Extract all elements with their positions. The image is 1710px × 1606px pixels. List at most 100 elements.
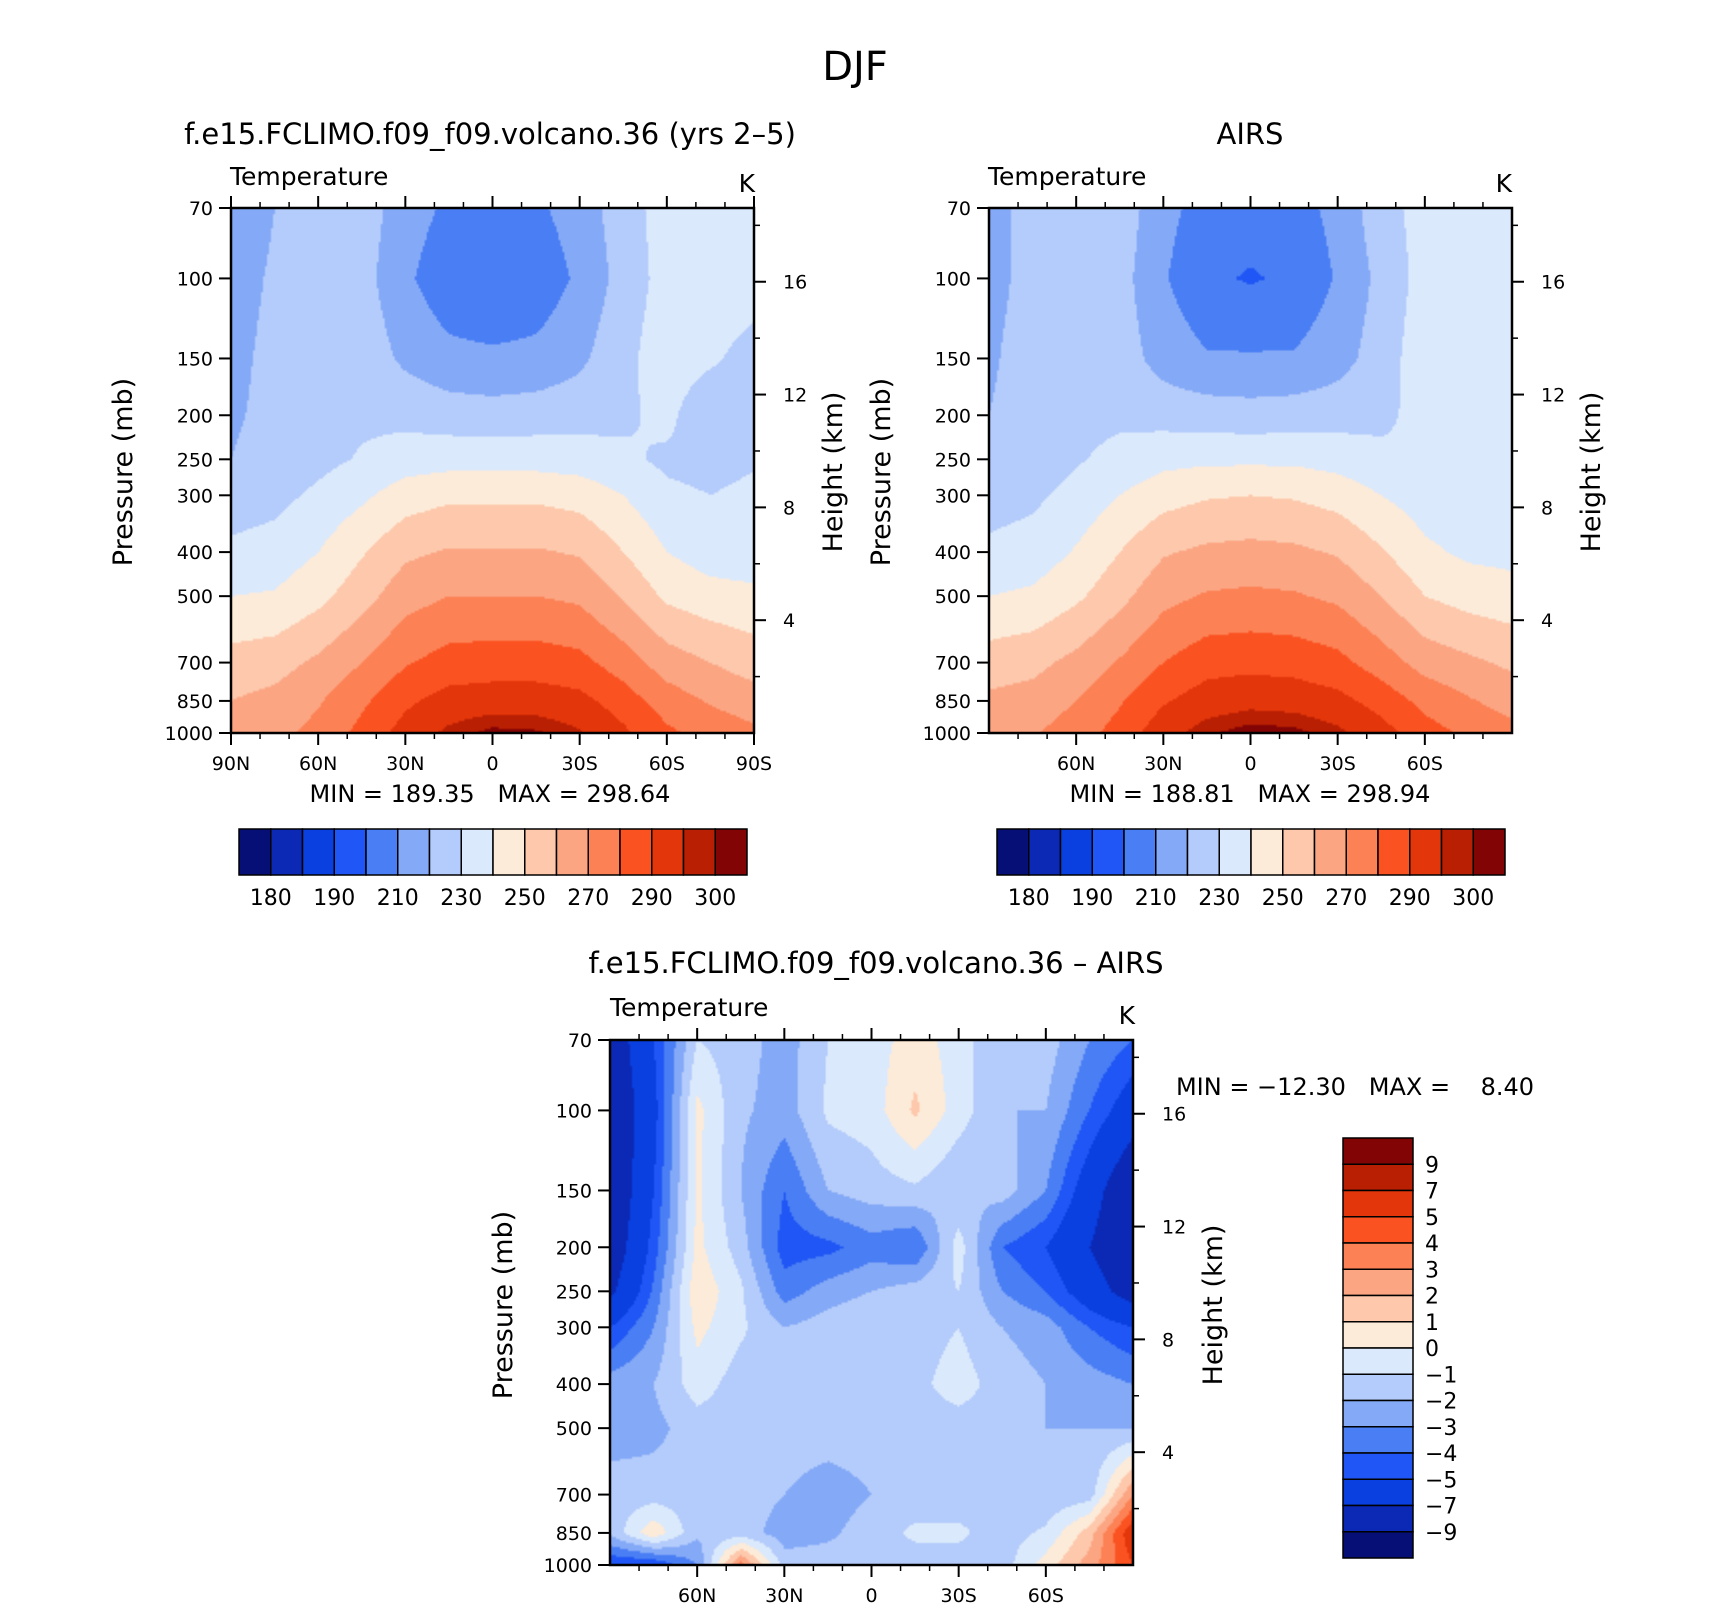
x-tick-label: 30N <box>765 1585 803 1606</box>
panel-model-field <box>231 208 754 733</box>
colorbar-swatch <box>365 828 399 876</box>
panel-obs-field <box>989 208 1512 733</box>
y-tick-label: 1000 <box>544 1555 592 1577</box>
colorbar-swatch <box>1342 1504 1414 1533</box>
y-tick-label: 500 <box>177 586 213 608</box>
colorbar-swatch <box>1028 828 1062 876</box>
colorbar-label: −5 <box>1425 1468 1457 1493</box>
panel-model-stats: MIN = 189.35 MAX = 298.64 <box>310 780 671 808</box>
colorbar-swatch <box>1342 1216 1414 1244</box>
colorbar-swatch <box>270 828 304 876</box>
y-tick-label: 300 <box>556 1317 592 1339</box>
y-tick-label: 700 <box>177 653 213 675</box>
x-tick-label: 0 <box>865 1585 877 1606</box>
y-tick-label: 1000 <box>923 723 971 745</box>
colorbar-label: 1 <box>1425 1311 1439 1336</box>
colorbar-label: −9 <box>1425 1521 1457 1546</box>
y2-tick-label: 16 <box>783 272 807 294</box>
colorbar-label: −7 <box>1425 1495 1457 1520</box>
colorbar-swatch <box>619 828 653 876</box>
panel-model-y2label: Height (km) <box>818 392 849 553</box>
x-tick-label: 60N <box>299 753 337 775</box>
colorbar-label: 270 <box>1325 886 1367 911</box>
y-tick-label: 250 <box>556 1281 592 1303</box>
y-tick-label: 500 <box>556 1418 592 1440</box>
colorbar-label: 5 <box>1425 1206 1439 1231</box>
y-tick-label: 150 <box>177 348 213 370</box>
y-tick-label: 700 <box>556 1485 592 1507</box>
colorbar-swatch <box>333 828 367 876</box>
y-tick-label: 250 <box>177 449 213 471</box>
panel-obs-y2label: Height (km) <box>1576 392 1607 553</box>
colorbar-swatch <box>1409 828 1443 876</box>
y-tick-label: 400 <box>177 542 213 564</box>
colorbar-swatch <box>1342 1294 1414 1323</box>
colorbar-swatch <box>682 828 716 876</box>
y2-tick-label: 8 <box>1162 1329 1174 1351</box>
panel-model-ylabel: Pressure (mb) <box>108 378 139 566</box>
panel-obs-subtitle-right: K <box>1496 169 1513 198</box>
colorbar-swatch <box>1342 1137 1414 1165</box>
colorbar-label: 3 <box>1425 1258 1439 1283</box>
colorbar-label: 250 <box>1262 886 1304 911</box>
y-tick-label: 70 <box>947 198 971 220</box>
y2-tick-label: 8 <box>783 497 795 519</box>
y-tick-label: 300 <box>177 485 213 507</box>
colorbar-swatch <box>301 828 335 876</box>
colorbar-swatch <box>1342 1452 1414 1480</box>
y-tick-label: 1000 <box>165 723 213 745</box>
colorbar-label: 210 <box>1135 886 1177 911</box>
colorbar-label: 300 <box>694 886 736 911</box>
x-tick-label: 90N <box>212 753 250 775</box>
x-tick-label: 60N <box>678 1585 716 1606</box>
panel-obs-ylabel: Pressure (mb) <box>866 378 897 566</box>
y-tick-label: 200 <box>177 405 213 427</box>
y2-tick-label: 12 <box>1162 1217 1186 1239</box>
colorbar-swatch <box>1342 1478 1414 1507</box>
colorbar-swatch <box>1282 828 1316 876</box>
colorbar-swatch <box>238 828 272 876</box>
colorbar-swatch <box>428 828 462 876</box>
colorbar-swatch <box>1313 828 1347 876</box>
y-tick-label: 70 <box>568 1030 592 1052</box>
colorbar-swatch <box>1186 828 1220 876</box>
y-tick-label: 100 <box>177 268 213 290</box>
colorbar-swatch <box>492 828 526 876</box>
colorbar-swatch <box>460 828 494 876</box>
x-tick-label: 30S <box>1320 753 1356 775</box>
colorbar-label: −1 <box>1425 1363 1457 1388</box>
x-tick-label: 60S <box>649 753 685 775</box>
colorbar-swatch <box>1091 828 1125 876</box>
colorbar-swatch <box>524 828 558 876</box>
y-tick-label: 300 <box>935 485 971 507</box>
x-tick-label: 30S <box>941 1585 977 1606</box>
panel-diff: f.e15.FCLIMO.f09_f09.volcano.36 – AIRS T… <box>488 946 1534 1606</box>
y-tick-label: 850 <box>935 691 971 713</box>
colorbar-label: 0 <box>1425 1337 1439 1362</box>
colorbar-swatch <box>1123 828 1157 876</box>
colorbar-swatch <box>1440 828 1474 876</box>
y-tick-label: 250 <box>935 449 971 471</box>
colorbar-swatch <box>1250 828 1284 876</box>
panel-obs: AIRS Temperature K Pressure (mb) Height … <box>866 117 1607 911</box>
colorbar-swatch <box>1218 828 1252 876</box>
figure-title: DJF <box>822 44 888 90</box>
panel-diff-field <box>610 1040 1133 1565</box>
y2-tick-label: 4 <box>1162 1442 1174 1464</box>
x-tick-label: 60S <box>1407 753 1443 775</box>
panel-model-subtitle-left: Temperature <box>229 162 388 191</box>
colorbar-label: 230 <box>440 886 482 911</box>
y2-tick-label: 16 <box>1541 272 1565 294</box>
colorbar-label: 4 <box>1425 1232 1439 1257</box>
y-tick-label: 150 <box>556 1180 592 1202</box>
y2-tick-label: 16 <box>1162 1104 1186 1126</box>
y-tick-label: 200 <box>556 1237 592 1259</box>
colorbar-label: 190 <box>313 886 355 911</box>
x-tick-label: 60N <box>1057 753 1095 775</box>
colorbar-label: 7 <box>1425 1180 1439 1205</box>
colorbar-swatch <box>1342 1268 1414 1297</box>
colorbar-label: 270 <box>567 886 609 911</box>
colorbar-label: −2 <box>1425 1390 1457 1415</box>
colorbar-swatch <box>1342 1373 1414 1402</box>
